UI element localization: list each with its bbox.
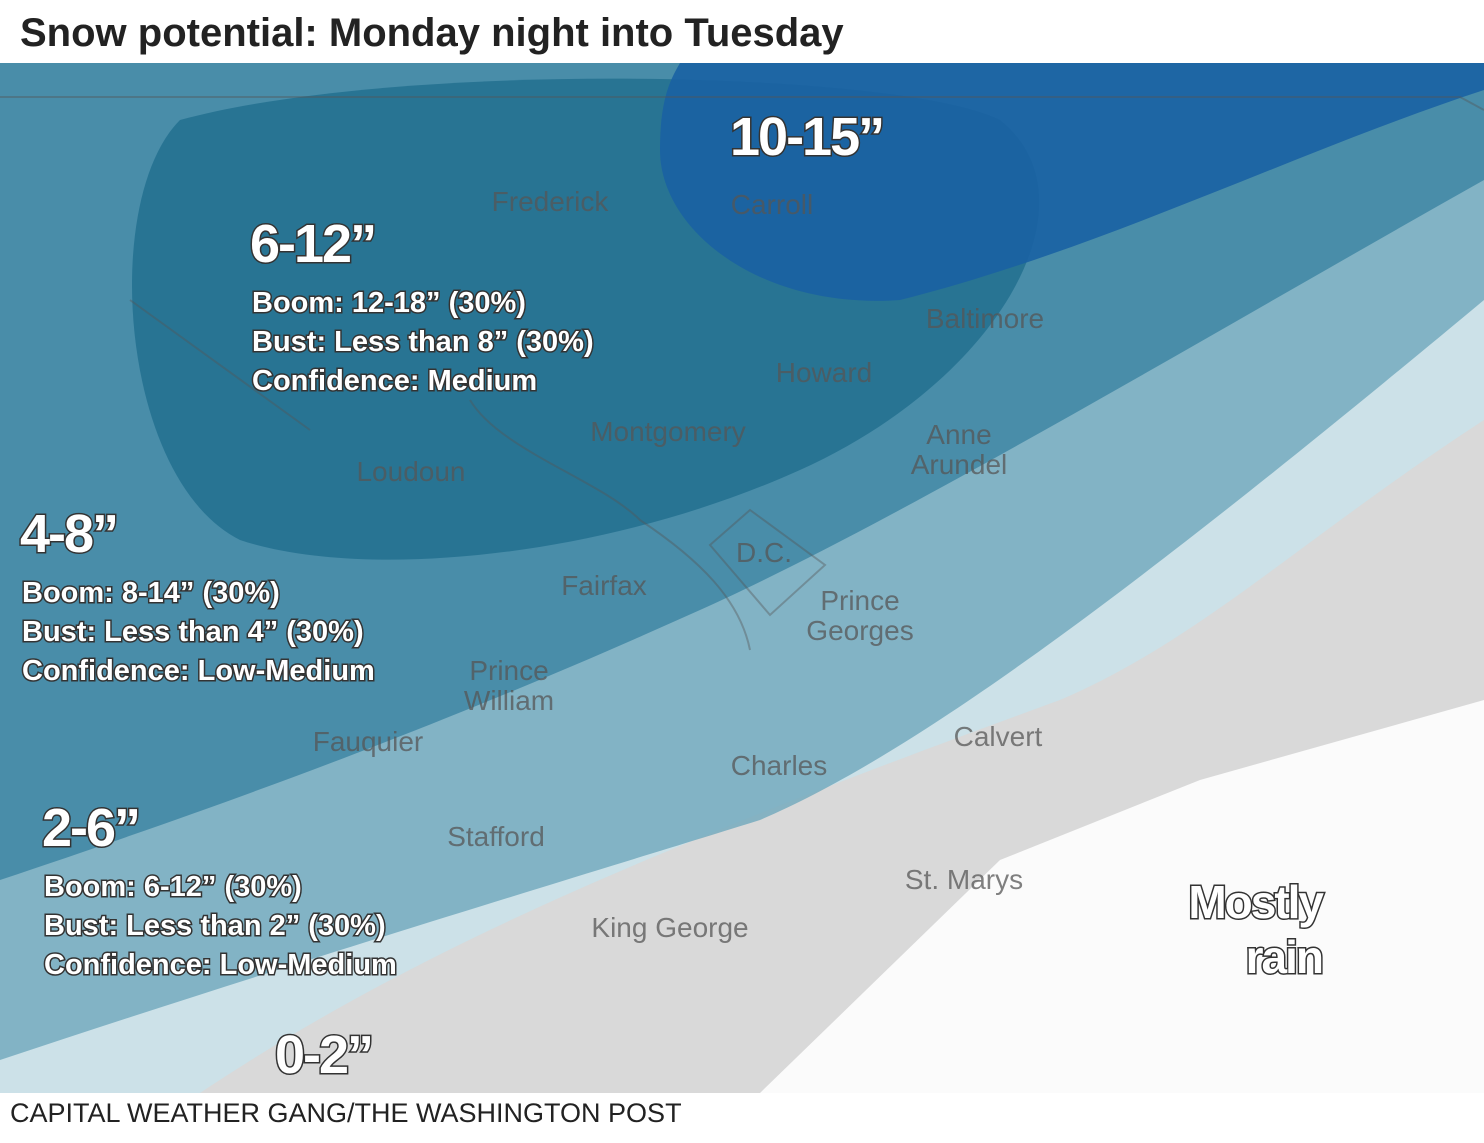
county-label: Fairfax: [561, 570, 647, 601]
rain-label: Mostly: [1188, 876, 1324, 928]
zone-detail: Confidence: Low-Medium: [22, 655, 375, 687]
county-label: Anne: [926, 419, 991, 450]
county-label: Prince: [820, 585, 899, 616]
county-label: Carroll: [731, 189, 813, 220]
zone-amount: 10-15”: [730, 107, 883, 167]
county-label: Prince: [469, 655, 548, 686]
credit: CAPITAL WEATHER GANG/THE WASHINGTON POST: [10, 1098, 682, 1128]
county-label: Stafford: [447, 821, 545, 852]
zone-10-15: [660, 63, 1484, 301]
zone-amount: 2-6”: [42, 798, 139, 858]
labels: Frederick Carroll Baltimore Howard Montgomer…: [19, 106, 1328, 1087]
zone-amount: 6-12”: [250, 214, 375, 274]
zone-detail: Boom: 12-18” (30%): [252, 287, 526, 319]
county-label: William: [464, 685, 554, 716]
county-label: King George: [591, 912, 748, 943]
zone-amount: 0-2”: [275, 1025, 372, 1085]
zone-detail: Bust: Less than 4” (30%): [22, 616, 364, 648]
zone-detail: Confidence: Low-Medium: [44, 949, 397, 981]
map: [0, 63, 1484, 1093]
county-label: D.C.: [736, 537, 792, 568]
county-label: St. Marys: [905, 864, 1023, 895]
rain-label: rain: [1246, 931, 1322, 983]
county-label: Fauquier: [313, 726, 424, 757]
county-label: Baltimore: [926, 303, 1044, 334]
county-label: Arundel: [911, 449, 1008, 480]
zone-detail: Bust: Less than 2” (30%): [44, 910, 386, 942]
zone-amount: 4-8”: [20, 504, 117, 564]
zone-detail: Bust: Less than 8” (30%): [252, 326, 594, 358]
zone-detail: Boom: 8-14” (30%): [22, 577, 280, 609]
county-label: Frederick: [492, 186, 610, 217]
zone-detail: Boom: 6-12” (30%): [44, 871, 302, 903]
title: Snow potential: Monday night into Tuesda…: [20, 11, 844, 55]
zone-detail: Confidence: Medium: [252, 365, 537, 397]
water: [760, 700, 1484, 1093]
county-label: Charles: [731, 750, 827, 781]
county-label: Calvert: [954, 721, 1043, 752]
county-label: Howard: [776, 357, 872, 388]
county-label: Montgomery: [590, 416, 746, 447]
county-label: Georges: [806, 615, 913, 646]
boundaries: [0, 96, 1484, 651]
county-label: Loudoun: [356, 456, 465, 487]
